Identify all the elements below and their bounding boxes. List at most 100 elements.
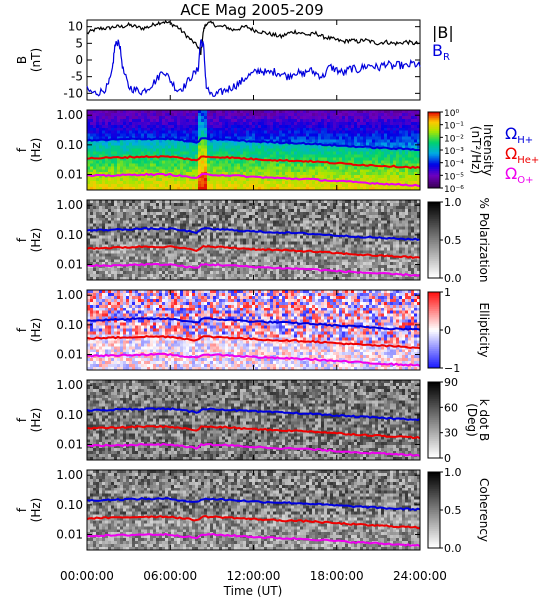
pixel: [288, 262, 292, 266]
pixel: [264, 247, 268, 251]
pixel: [207, 256, 211, 260]
pixel: [384, 133, 388, 138]
pixel: [333, 130, 337, 135]
pixel: [294, 118, 298, 123]
pixel: [180, 208, 184, 213]
pixel: [120, 148, 124, 152]
pixel: [351, 184, 355, 188]
pixel: [276, 226, 280, 231]
pixel: [228, 133, 232, 138]
pixel: [174, 136, 178, 141]
pixel: [156, 232, 160, 236]
pixel: [249, 244, 253, 248]
pixel: [396, 115, 400, 120]
pixel: [162, 200, 166, 204]
pixel: [405, 112, 409, 117]
pixel: [276, 151, 280, 155]
pixel: [270, 151, 274, 155]
pixel: [126, 160, 130, 164]
pixel: [342, 139, 346, 143]
pixel: [207, 238, 211, 242]
pixel: [255, 277, 259, 281]
pixel: [360, 169, 364, 173]
pixel: [138, 223, 142, 228]
pixel: [354, 118, 358, 123]
pixel: [348, 112, 352, 117]
pixel: [411, 181, 415, 185]
pixel: [237, 148, 241, 152]
pixel: [210, 265, 214, 269]
pixel: [270, 220, 274, 225]
pixel: [96, 274, 100, 278]
pixel: [417, 110, 421, 114]
pixel: [228, 229, 232, 233]
pixel: [126, 253, 130, 257]
pixel: [87, 268, 91, 272]
pixel: [213, 205, 217, 210]
pixel: [192, 169, 196, 173]
pixel: [282, 226, 286, 231]
pixel: [219, 220, 223, 225]
pixel: [162, 202, 166, 207]
pixel: [297, 187, 301, 191]
pixel: [267, 220, 271, 225]
pixel: [402, 178, 406, 182]
pixel: [357, 151, 361, 155]
pixel: [234, 253, 238, 257]
pixel: [207, 277, 211, 281]
pixel: [177, 184, 181, 188]
pixel: [177, 172, 181, 176]
pixel: [159, 271, 163, 275]
pixel: [216, 220, 220, 225]
pixel: [240, 274, 244, 278]
pixel: [120, 142, 124, 146]
pixel: [411, 187, 415, 191]
pixel: [351, 121, 355, 126]
pixel: [183, 160, 187, 164]
pixel: [318, 157, 322, 161]
pixel: [117, 145, 121, 149]
pixel: [417, 112, 421, 117]
pixel: [387, 187, 391, 191]
pixel: [123, 256, 127, 260]
pixel: [336, 178, 340, 182]
pixel: [177, 124, 181, 129]
pixel: [114, 253, 118, 257]
pixel: [369, 142, 373, 146]
pixel: [246, 232, 250, 236]
pixel: [174, 253, 178, 257]
pixel: [324, 163, 328, 167]
pixel: [198, 253, 202, 257]
pixel: [180, 262, 184, 266]
pixel: [108, 229, 112, 233]
pixel: [408, 118, 412, 123]
pixel: [279, 169, 283, 173]
pixel: [279, 200, 283, 204]
pixel: [414, 157, 418, 161]
pixel: [93, 121, 97, 126]
pixel: [228, 235, 232, 239]
pixel: [135, 160, 139, 164]
pixel: [129, 151, 133, 155]
pixel: [249, 211, 253, 216]
pixel: [357, 110, 361, 114]
pixel: [240, 256, 244, 260]
pixel: [129, 127, 133, 132]
pixel: [210, 262, 214, 266]
pixel: [228, 208, 232, 213]
pixel: [276, 160, 280, 164]
pixel: [165, 247, 169, 251]
pixel: [213, 208, 217, 213]
pixel: [246, 274, 250, 278]
pixel: [123, 253, 127, 257]
pixel: [111, 238, 115, 242]
pixel: [291, 235, 295, 239]
pixel: [219, 154, 223, 158]
pixel: [222, 253, 226, 257]
pixel: [93, 214, 97, 219]
pixel: [99, 217, 103, 222]
pixel: [246, 271, 250, 275]
pixel: [159, 217, 163, 222]
pixel: [204, 110, 208, 114]
pixel: [219, 169, 223, 173]
